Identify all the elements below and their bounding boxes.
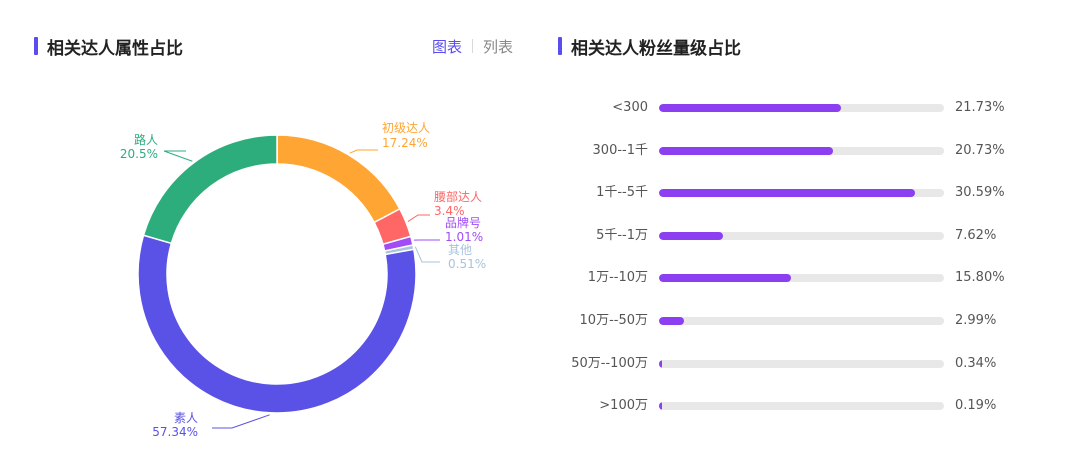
donut-slice-name: 路人 [134, 132, 158, 147]
bar-fill [659, 402, 663, 411]
chart-view-tab[interactable]: 图表 [432, 37, 463, 56]
donut-leader-line [414, 246, 440, 263]
bar-value-label: 21.73% [955, 100, 1005, 115]
bar-fill [659, 274, 792, 283]
bar-track [659, 104, 944, 112]
attribute-chart-title: 相关达人属性占比 [34, 36, 183, 59]
donut-slice-name: 品牌号 [445, 216, 481, 230]
bar-track [659, 274, 944, 283]
bar-track [659, 189, 944, 198]
bar-fill [659, 189, 916, 198]
donut-leader-line [212, 414, 270, 429]
bar-value-label: 15.80% [955, 270, 1005, 286]
donut-leader-line [163, 150, 193, 162]
bar-row: 300--1千 20.73% [560, 141, 1030, 161]
bar-track [659, 402, 944, 411]
donut-slice-value: 17.24% [382, 136, 428, 150]
bar-fill [659, 231, 723, 240]
bar-row: 50万--100万 0.34% [560, 354, 1030, 374]
bar-category-label: >100万 [599, 398, 648, 414]
bar-track [659, 317, 944, 325]
donut-slice-value: 0.51% [448, 257, 486, 271]
bar-row: 1万--10万 15.80% [560, 268, 1030, 288]
bar-fill [659, 359, 663, 368]
bar-row: 10万--50万 2.99% [560, 311, 1030, 331]
title-accent-bar [558, 37, 562, 55]
bar-fill [659, 146, 833, 155]
bar-category-label: 1万--10万 [587, 270, 648, 286]
bar-category-label: 1千--5千 [596, 185, 648, 201]
title-accent-bar [34, 37, 38, 55]
donut-slice-value: 20.5% [120, 147, 158, 161]
attribute-chart-title-text: 相关达人属性占比 [47, 38, 183, 59]
bar-track [659, 146, 944, 155]
bar-category-label: 5千--1万 [596, 227, 648, 243]
donut-slice-value: 57.34% [152, 425, 198, 439]
donut-slice-value: 1.01% [445, 230, 483, 244]
donut-slice-name: 素人 [174, 411, 198, 425]
fans-level-chart-title-text: 相关达人粉丝量级占比 [571, 38, 741, 59]
bar-row: <300 21.73% [560, 98, 1030, 118]
bar-value-label: 2.99% [955, 313, 997, 328]
donut-slice[interactable] [142, 134, 278, 245]
bar-category-label: 300--1千 [592, 142, 648, 158]
bar-value-label: 0.19% [955, 398, 997, 414]
donut-slice-value: 3.4% [434, 204, 465, 218]
toggle-divider [472, 39, 474, 53]
donut-slice[interactable] [137, 234, 417, 414]
bar-fill [659, 104, 842, 112]
donut-slice-name: 初级达人 [382, 121, 430, 135]
bar-row: 5千--1万 7.62% [560, 226, 1030, 246]
bar-value-label: 30.59% [955, 185, 1005, 201]
bar-category-label: 10万--50万 [579, 313, 648, 328]
donut-leader-line [407, 214, 430, 223]
list-view-tab[interactable]: 列表 [483, 37, 514, 56]
fans-level-chart-title: 相关达人粉丝量级占比 [558, 36, 741, 59]
bar-value-label: 0.34% [955, 355, 997, 371]
bar-row: >100万 0.19% [560, 396, 1030, 416]
bar-category-label: <300 [612, 100, 648, 115]
donut-leader-line [349, 149, 378, 154]
bar-value-label: 7.62% [955, 227, 997, 243]
bar-value-label: 20.73% [955, 142, 1005, 158]
bar-category-label: 50万--100万 [571, 355, 648, 371]
bar-track [659, 231, 944, 240]
bar-fill [659, 317, 685, 325]
view-toggle: 图表 列表 [432, 36, 513, 56]
donut-slice-name: 腰部达人 [434, 189, 482, 204]
donut-slice-name: 其他 [448, 243, 472, 257]
bar-track [659, 359, 944, 368]
bar-row: 1千--5千 30.59% [560, 183, 1030, 203]
